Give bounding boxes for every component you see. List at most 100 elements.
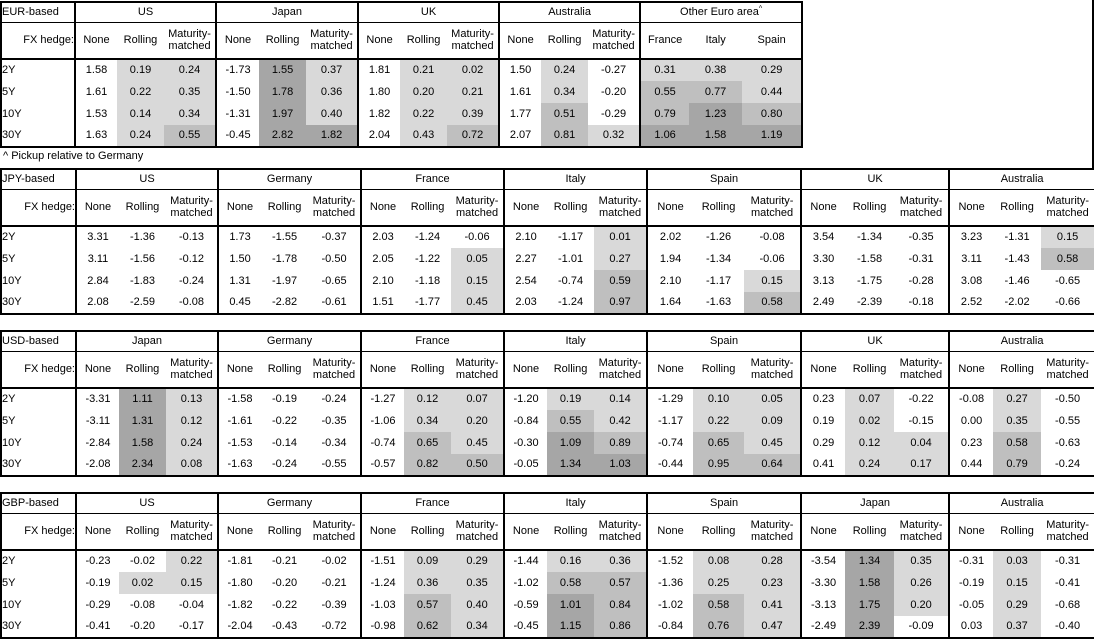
group-header-label: Australia <box>1000 497 1044 510</box>
subcolumn-header: Rolling <box>541 22 589 60</box>
value-cell: -1.18 <box>414 274 441 287</box>
subcolumn-header: None <box>948 189 994 227</box>
value-cell: 1.82 <box>357 103 401 125</box>
value-cell: 0.07 <box>451 388 505 410</box>
value-cell: -1.55 <box>271 231 298 244</box>
base-currency-label: GBP-based <box>1 493 76 514</box>
subcolumn-header: Italy <box>689 22 743 60</box>
value-cell: 0.45 <box>217 292 262 314</box>
value-cell: 0.58 <box>744 292 802 314</box>
value-cell: -0.24 <box>1055 458 1081 471</box>
value-cell: -0.50 <box>321 252 347 265</box>
group-header-uk: UK <box>357 2 500 23</box>
value-cell: -0.24 <box>321 393 347 406</box>
value-cell: 0.17 <box>894 454 950 476</box>
value-cell: 0.47 <box>744 616 802 638</box>
value-cell: -2.59 <box>129 296 156 309</box>
value-cell: 0.03 <box>993 550 1042 572</box>
value-cell: 0.20 <box>894 594 950 616</box>
value-cell: 0.23 <box>800 388 846 410</box>
value-cell: -0.18 <box>908 296 934 309</box>
value-cell: -1.83 <box>129 274 156 287</box>
value-cell: 0.58 <box>993 432 1042 454</box>
value-cell: 0.05 <box>451 248 505 270</box>
subcolumn-header: None <box>360 513 405 551</box>
value-cell: 0.86 <box>594 616 648 638</box>
value-cell: 0.55 <box>164 125 217 147</box>
value-cell: -2.04 <box>217 616 262 638</box>
table-row: 30Y -0.41 -0.20 -0.17 -2.04 -0.43 -0.72 -0.98 0.… <box>1 616 1094 638</box>
subcolumn-header: Maturity- matched <box>308 513 362 551</box>
subcolumn-header: Maturity- matched <box>588 22 641 60</box>
group-header-superscript: ^ <box>758 5 763 13</box>
value-cell: 0.57 <box>594 572 648 594</box>
group-header-us: US <box>74 493 219 514</box>
value-cell: -1.22 <box>414 252 441 265</box>
subcolumn-header: None <box>800 351 846 389</box>
value-cell: 1.63 <box>74 125 117 147</box>
value-cell: -2.82 <box>271 296 298 309</box>
value-cell: -1.75 <box>857 274 883 287</box>
value-cell: -1.97 <box>271 274 298 287</box>
value-cell: 0.03 <box>948 616 994 638</box>
value-cell: -1.34 <box>706 252 732 265</box>
value-cell: 0.24 <box>541 59 589 81</box>
subcolumn-header: Rolling <box>993 513 1042 551</box>
value-cell: -0.61 <box>321 296 347 309</box>
group-header-label: Germany <box>266 173 313 186</box>
group-header-japan: Japan <box>74 331 219 352</box>
value-cell: -0.74 <box>646 432 694 454</box>
value-cell: 0.08 <box>693 550 745 572</box>
subcolumn-header: None <box>800 513 846 551</box>
subcolumn-header: Maturity- matched <box>1041 189 1094 227</box>
value-cell: -1.51 <box>360 550 405 572</box>
value-cell: 0.76 <box>693 616 745 638</box>
value-cell: -1.17 <box>646 410 694 432</box>
value-cell: 0.15 <box>1041 226 1094 248</box>
subcolumn-header: Rolling <box>119 189 166 227</box>
value-cell: 0.62 <box>404 616 452 638</box>
value-cell: -0.19 <box>75 572 119 594</box>
group-header-label: France <box>415 497 450 510</box>
value-cell: 0.41 <box>744 594 802 616</box>
value-cell: -0.35 <box>908 231 934 244</box>
value-cell: -1.36 <box>129 231 156 244</box>
value-cell: 0.51 <box>541 103 589 125</box>
value-cell: 2.52 <box>948 292 994 314</box>
value-cell: 0.44 <box>742 81 803 103</box>
subcolumn-header: Rolling <box>404 189 452 227</box>
value-cell: 2.49 <box>800 292 846 314</box>
value-cell: 0.36 <box>404 572 452 594</box>
value-cell: 1.97 <box>259 103 307 125</box>
value-cell: 0.20 <box>451 410 505 432</box>
value-cell: 2.03 <box>360 226 405 248</box>
value-cell: -1.81 <box>217 550 262 572</box>
table-row: 30Y 2.08 -2.59 -0.08 0.45 -2.82 -0.61 1.51 -1.77… <box>1 292 1094 314</box>
value-cell: 0.25 <box>693 572 745 594</box>
value-cell: -1.43 <box>1004 252 1030 265</box>
gbp-based-table: GBP-based US Germany France Italy Spain Japan A… <box>0 492 1094 639</box>
value-cell: 0.38 <box>689 59 743 81</box>
value-cell: 0.35 <box>993 410 1042 432</box>
value-cell: 0.36 <box>594 550 648 572</box>
value-cell: 0.55 <box>547 410 595 432</box>
value-cell: -0.43 <box>271 620 298 633</box>
value-cell: -1.58 <box>217 388 262 410</box>
subcolumn-header: Rolling <box>693 351 745 389</box>
value-cell: 0.34 <box>164 103 217 125</box>
value-cell: 0.21 <box>447 81 500 103</box>
table-row: 10Y -2.84 1.58 0.24 -1.53 -0.14 -0.34 -0.74 0.65… <box>1 432 1094 454</box>
value-cell: -0.68 <box>1055 598 1081 611</box>
value-cell: 0.40 <box>306 103 359 125</box>
value-cell: 2.03 <box>503 292 548 314</box>
page-right-border <box>1092 0 1094 168</box>
table-row: 30Y 1.63 0.24 0.55 -0.45 2.82 1.82 2.04 0.43 0.72… <box>1 125 803 147</box>
value-cell: 1.73 <box>217 226 262 248</box>
value-cell: -0.31 <box>948 550 994 572</box>
value-cell: -1.78 <box>271 252 298 265</box>
subcolumn-header: Maturity- matched <box>1041 513 1094 551</box>
value-cell: -1.80 <box>217 572 262 594</box>
value-cell: 0.07 <box>845 388 895 410</box>
group-header-label: Japan <box>272 6 303 19</box>
value-cell: 0.82 <box>404 454 452 476</box>
